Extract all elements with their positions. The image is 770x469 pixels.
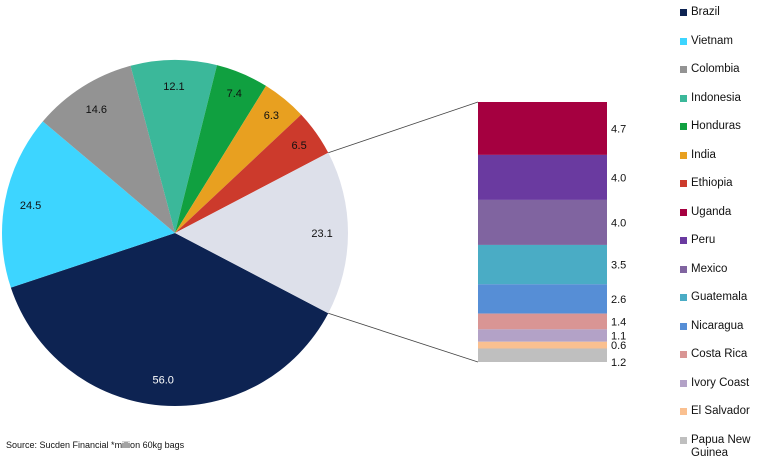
bar-segment-costa-rica <box>478 313 607 330</box>
pie-label: 14.6 <box>86 104 107 116</box>
pie-slice-indonesia <box>130 60 218 234</box>
legend-label: Vietnam <box>691 34 733 47</box>
pie-slice-ethiopia <box>175 114 329 233</box>
pie-label: 23.1 <box>311 228 332 240</box>
legend-item: Peru <box>680 234 770 263</box>
pie-label: 56.0 <box>152 375 173 387</box>
bar-label: 4.7 <box>611 123 626 135</box>
legend-label: Indonesia <box>691 91 741 104</box>
pie-label: 6.3 <box>264 110 279 122</box>
legend-swatch <box>680 208 687 216</box>
legend-item: Vietnam <box>680 35 770 64</box>
bar-segment-uganda <box>478 102 607 155</box>
legend-label: Nicaragua <box>691 319 744 332</box>
pie-slice-brazil <box>10 233 329 406</box>
bar-label: 1.2 <box>611 357 626 369</box>
legend-label: El Salvador <box>691 405 750 417</box>
bar-label: 4.0 <box>611 172 626 184</box>
legend-item: Uganda <box>680 206 770 235</box>
legend-item: India <box>680 149 770 178</box>
legend-swatch <box>680 37 687 45</box>
legend-item: Nicaragua <box>680 320 770 349</box>
legend-swatch <box>680 351 687 358</box>
source-note: Source: Sucden Financial *million 60kg b… <box>6 440 185 450</box>
legend-swatch <box>680 237 687 244</box>
pie-slice-vietnam <box>1 121 175 288</box>
pie-label: 7.4 <box>227 88 242 100</box>
legend-swatch <box>680 9 687 16</box>
legend-label: Colombia <box>691 63 740 75</box>
bar-label: 0.6 <box>611 340 626 352</box>
legend-swatch <box>680 408 687 415</box>
legend-label: Papua New Guinea <box>691 433 751 459</box>
bar-segment-papua-new-guinea <box>478 348 607 362</box>
pie-label: 24.5 <box>20 200 41 212</box>
pie-slice-other <box>175 152 349 314</box>
legend-label: Ethiopia <box>691 177 733 189</box>
pie-label: 6.5 <box>291 140 306 152</box>
legend-item: Papua New Guinea <box>680 434 770 463</box>
bar-label: 2.6 <box>611 294 626 306</box>
pie-slice-honduras <box>175 65 267 234</box>
legend-swatch <box>680 294 687 301</box>
pie-label: 12.1 <box>163 81 184 93</box>
bar-label: 1.4 <box>611 316 626 328</box>
legend-item: Ivory Coast <box>680 377 770 406</box>
legend-swatch <box>680 123 687 130</box>
legend-label: India <box>691 148 716 161</box>
legend-item: El Salvador <box>680 405 770 434</box>
bar-segment-mexico <box>478 199 607 245</box>
legend-swatch <box>680 379 687 387</box>
legend-item: Indonesia <box>680 92 770 121</box>
bar-segment-nicaragua <box>478 284 607 314</box>
pie-slice-india <box>175 85 302 233</box>
bar-segment-guatemala <box>478 244 607 285</box>
connector-line-bottom <box>328 312 479 363</box>
legend-label: Mexico <box>691 262 728 275</box>
connector-line-top <box>328 101 479 154</box>
legend-swatch <box>680 265 687 273</box>
bar-segment-el-salvador <box>478 341 607 349</box>
legend-swatch <box>680 322 687 330</box>
legend-item: Ethiopia <box>680 177 770 206</box>
bar-segment-ivory-coast <box>478 329 607 342</box>
legend-label: Honduras <box>691 120 741 132</box>
legend-label: Uganda <box>691 205 732 218</box>
legend-item: Costa Rica <box>680 348 770 377</box>
legend-label: Brazil <box>691 6 720 18</box>
legend-swatch <box>680 436 687 444</box>
legend-item: Brazil <box>680 6 770 35</box>
legend: Brazil Vietnam Colombia Indonesia Honduras In… <box>680 6 770 462</box>
legend-swatch <box>680 94 687 102</box>
legend-item: Honduras <box>680 120 770 149</box>
legend-item: Colombia <box>680 63 770 92</box>
legend-label: Costa Rica <box>691 348 748 360</box>
legend-label: Guatemala <box>691 291 748 303</box>
legend-swatch <box>680 151 687 159</box>
bar-label: 1.1 <box>611 331 626 343</box>
legend-swatch <box>680 66 687 73</box>
pie-slice-colombia <box>42 65 176 233</box>
legend-item: Mexico <box>680 263 770 292</box>
bar-segment-peru <box>478 154 607 200</box>
legend-label: Ivory Coast <box>691 376 750 389</box>
legend-item: Guatemala <box>680 291 770 320</box>
bar-label: 3.5 <box>611 260 626 272</box>
bar-label: 4.0 <box>611 217 626 229</box>
legend-swatch <box>680 180 687 187</box>
legend-label: Peru <box>691 234 716 246</box>
